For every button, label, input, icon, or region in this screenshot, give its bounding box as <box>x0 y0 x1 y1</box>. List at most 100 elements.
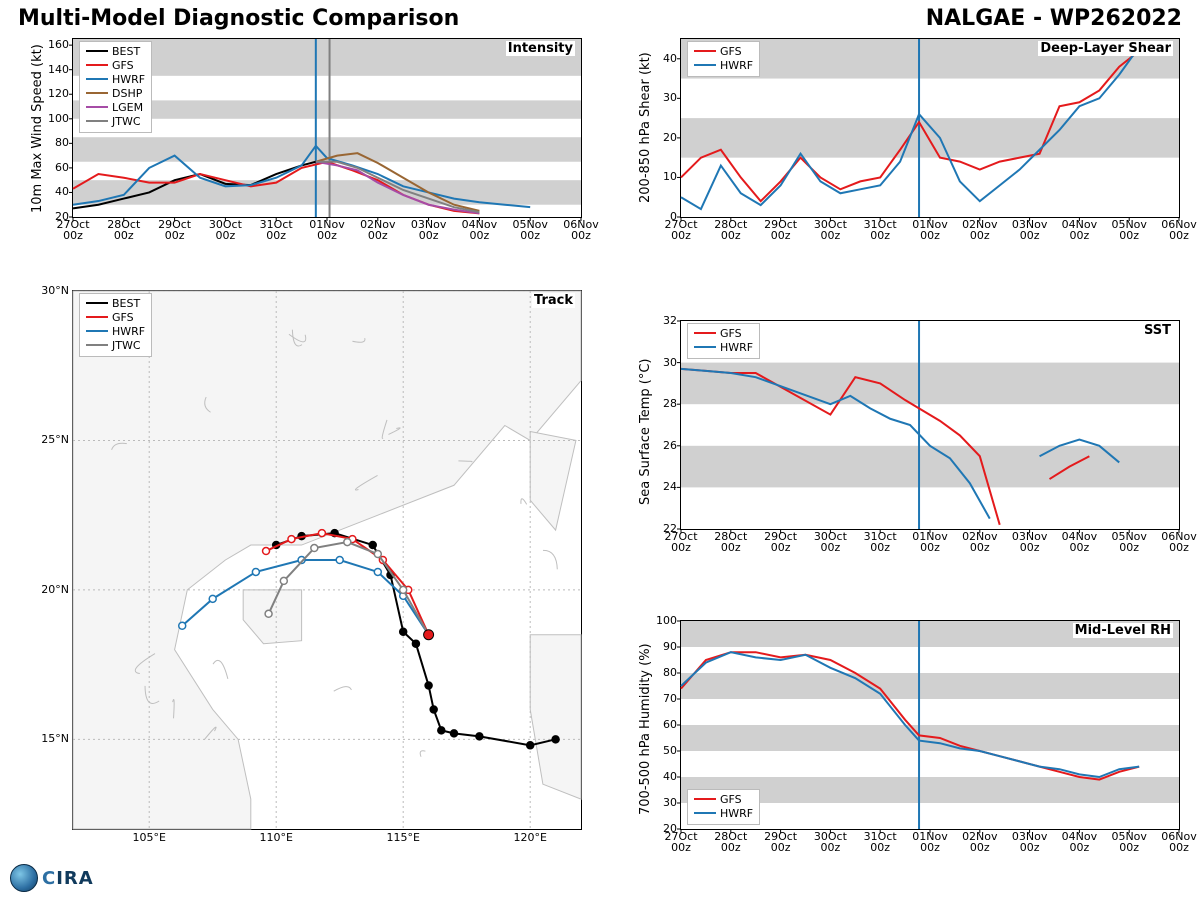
tick-x: 105°E <box>129 831 169 844</box>
tick-x: 06Nov 00z <box>1157 831 1200 853</box>
tick-y: 32 <box>647 314 677 327</box>
intensity-legend: BESTGFSHWRFDSHPLGEMJTWC <box>79 41 152 133</box>
tick-x: 01Nov 00z <box>908 531 952 553</box>
sst-label: SST <box>1142 323 1173 338</box>
tick-x: 28Oct 00z <box>709 531 753 553</box>
tick-x: 01Nov 00z <box>305 219 349 241</box>
tick-y: 20°N <box>31 583 69 596</box>
tick-y: 30°N <box>31 284 69 297</box>
legend-swatch <box>694 332 716 334</box>
shear-panel: 200-850 hPa Shear (kt) Deep-Layer Shear … <box>680 38 1180 238</box>
tick-y: 25°N <box>31 433 69 446</box>
tick-x: 30Oct 00z <box>808 531 852 553</box>
tick-x: 28Oct 00z <box>709 831 753 853</box>
legend-label: GFS <box>720 327 742 340</box>
legend-swatch <box>86 50 108 52</box>
legend-item: HWRF <box>694 58 753 72</box>
shear-legend: GFSHWRF <box>687 41 760 77</box>
tick-x: 30Oct 00z <box>203 219 247 241</box>
tick-x: 02Nov 00z <box>356 219 400 241</box>
legend-swatch <box>694 50 716 52</box>
legend-swatch <box>86 302 108 304</box>
rh-panel: 700-500 hPa Humidity (%) Mid-Level RH GF… <box>680 620 1180 860</box>
globe-icon <box>10 864 38 892</box>
legend-label: LGEM <box>112 101 143 114</box>
legend-item: HWRF <box>86 72 145 86</box>
legend-swatch <box>86 344 108 346</box>
tick-y: 20 <box>647 131 677 144</box>
tick-y: 50 <box>647 744 677 757</box>
tick-x: 06Nov 00z <box>1157 219 1200 241</box>
tick-y: 100 <box>647 614 677 627</box>
legend-label: HWRF <box>720 59 753 72</box>
tick-y: 60 <box>647 718 677 731</box>
tick-x: 06Nov 00z <box>559 219 603 241</box>
tick-y: 70 <box>647 692 677 705</box>
tick-x: 28Oct 00z <box>102 219 146 241</box>
legend-swatch <box>86 330 108 332</box>
legend-label: JTWC <box>112 339 141 352</box>
tick-x: 06Nov 00z <box>1157 531 1200 553</box>
tick-x: 27Oct 00z <box>659 219 703 241</box>
legend-swatch <box>694 346 716 348</box>
legend-swatch <box>694 64 716 66</box>
legend-swatch <box>694 798 716 800</box>
tick-x: 31Oct 00z <box>254 219 298 241</box>
legend-label: JTWC <box>112 115 141 128</box>
legend-swatch <box>694 812 716 814</box>
tick-y: 40 <box>647 770 677 783</box>
legend-item: HWRF <box>694 340 753 354</box>
legend-item: JTWC <box>86 338 145 352</box>
legend-item: GFS <box>694 792 753 806</box>
rh-legend: GFSHWRF <box>687 789 760 825</box>
legend-swatch <box>86 120 108 122</box>
tick-x: 04Nov 00z <box>1057 531 1101 553</box>
legend-label: HWRF <box>112 73 145 86</box>
main-title: Multi-Model Diagnostic Comparison <box>18 6 459 31</box>
legend-item: BEST <box>86 296 145 310</box>
tick-y: 60 <box>39 161 69 174</box>
legend-swatch <box>86 92 108 94</box>
storm-title: NALGAE - WP262022 <box>926 6 1182 31</box>
tick-x: 01Nov 00z <box>908 831 952 853</box>
legend-item: GFS <box>86 310 145 324</box>
tick-y: 10 <box>647 170 677 183</box>
tick-x: 02Nov 00z <box>958 531 1002 553</box>
tick-y: 15°N <box>31 732 69 745</box>
tick-y: 120 <box>39 87 69 100</box>
tick-x: 27Oct 00z <box>51 219 95 241</box>
tick-y: 30 <box>647 356 677 369</box>
legend-item: HWRF <box>694 806 753 820</box>
intensity-label: Intensity <box>506 41 575 56</box>
track-label: Track <box>532 293 575 308</box>
sst-legend: GFSHWRF <box>687 323 760 359</box>
rh-label: Mid-Level RH <box>1073 623 1173 638</box>
legend-label: GFS <box>720 793 742 806</box>
legend-swatch <box>86 64 108 66</box>
legend-label: HWRF <box>720 807 753 820</box>
legend-label: BEST <box>112 45 140 58</box>
legend-item: GFS <box>694 326 753 340</box>
legend-item: JTWC <box>86 114 145 128</box>
sst-panel: Sea Surface Temp (°C) SST GFSHWRF 222426… <box>680 320 1180 550</box>
tick-x: 03Nov 00z <box>1008 219 1052 241</box>
tick-y: 40 <box>647 52 677 65</box>
legend-label: GFS <box>720 45 742 58</box>
tick-y: 140 <box>39 63 69 76</box>
legend-label: DSHP <box>112 87 142 100</box>
tick-x: 120°E <box>510 831 550 844</box>
cira-logo: CIRA <box>10 864 94 892</box>
tick-x: 31Oct 00z <box>858 531 902 553</box>
tick-x: 05Nov 00z <box>508 219 552 241</box>
track-panel: Track BESTGFSHWRFJTWC 105°E110°E115°E120… <box>72 290 582 850</box>
tick-x: 02Nov 00z <box>958 831 1002 853</box>
legend-item: BEST <box>86 44 145 58</box>
tick-y: 24 <box>647 480 677 493</box>
legend-label: HWRF <box>720 341 753 354</box>
tick-x: 03Nov 00z <box>1008 831 1052 853</box>
tick-x: 03Nov 00z <box>1008 531 1052 553</box>
tick-x: 28Oct 00z <box>709 219 753 241</box>
tick-x: 30Oct 00z <box>808 219 852 241</box>
tick-x: 01Nov 00z <box>908 219 952 241</box>
tick-x: 04Nov 00z <box>1057 831 1101 853</box>
